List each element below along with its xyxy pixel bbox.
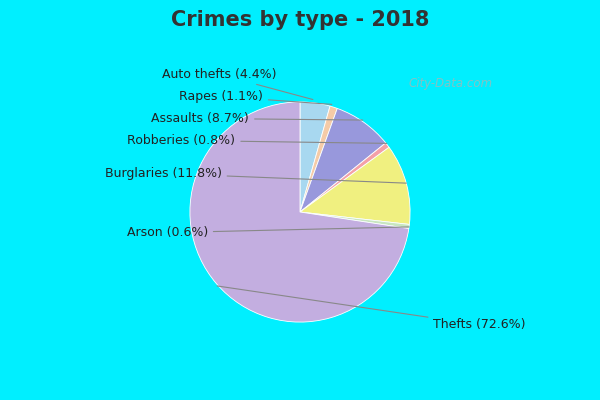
Wedge shape [190, 102, 409, 322]
Wedge shape [300, 212, 409, 228]
Text: Crimes by type - 2018: Crimes by type - 2018 [171, 10, 429, 30]
Text: City-Data.com: City-Data.com [409, 77, 493, 90]
Text: Burglaries (11.8%): Burglaries (11.8%) [104, 167, 406, 183]
Text: Robberies (0.8%): Robberies (0.8%) [127, 134, 387, 147]
Wedge shape [300, 106, 337, 212]
Text: Auto thefts (4.4%): Auto thefts (4.4%) [162, 68, 313, 100]
Wedge shape [300, 108, 386, 212]
Wedge shape [300, 143, 389, 212]
Text: Arson (0.6%): Arson (0.6%) [127, 226, 409, 239]
Text: Thefts (72.6%): Thefts (72.6%) [217, 286, 526, 331]
Wedge shape [300, 147, 410, 224]
Text: Assaults (8.7%): Assaults (8.7%) [151, 112, 362, 125]
Wedge shape [300, 102, 330, 212]
Text: Rapes (1.1%): Rapes (1.1%) [179, 90, 332, 104]
